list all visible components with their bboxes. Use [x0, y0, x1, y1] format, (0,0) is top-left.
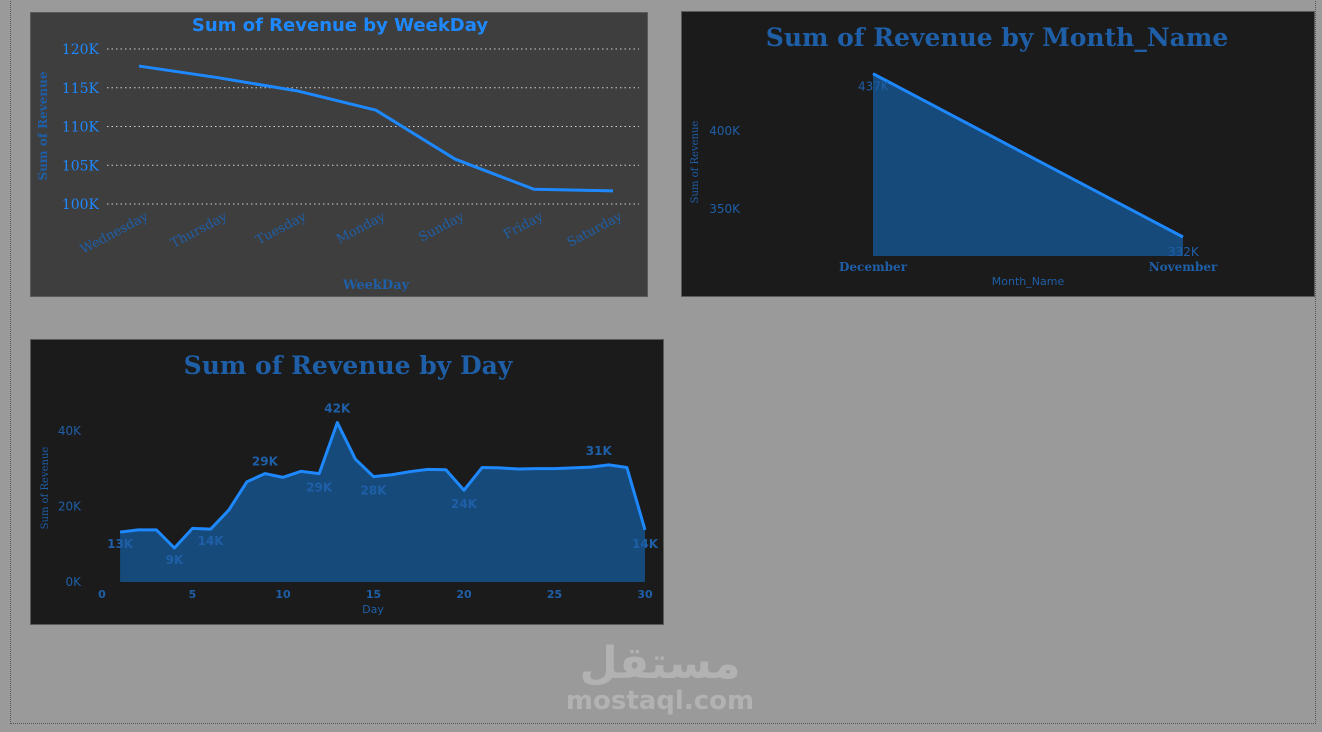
weekday-xtick-label: Saturday	[565, 209, 625, 251]
day-data-label: 14K	[198, 534, 225, 548]
weekday-ytick-label: 100K	[62, 197, 100, 213]
month-chart-svg: Sum of Revenue by Month_Name 350K 400K Sum …	[690, 23, 1228, 288]
weekday-ytick-label: 115K	[62, 81, 100, 97]
day-xtick-label: 30	[637, 588, 653, 601]
day-xtick-label: 25	[547, 588, 562, 601]
day-xlabel: Day	[362, 603, 384, 616]
watermark-arabic: مستقل	[579, 638, 741, 689]
month-ylabel: Sum of Revenue	[690, 121, 701, 204]
day-xtick-label: 5	[189, 588, 197, 601]
day-ytick-label: 40K	[58, 424, 82, 438]
weekday-ytick-label: 110K	[62, 120, 100, 136]
month-ytick-label: 400K	[709, 124, 741, 138]
month-xlabel: Month_Name	[992, 275, 1065, 288]
weekday-ytick-label: 105K	[62, 158, 100, 174]
weekday-xtick-label: Friday	[501, 209, 546, 243]
day-ytick-label: 20K	[58, 499, 82, 513]
watermark-logo: مستقل mostaql.com	[560, 640, 760, 720]
weekday-series-line	[138, 64, 614, 193]
month-xtick-label: December	[839, 260, 908, 274]
weekday-xtick-label: Thursday	[168, 209, 230, 252]
day-ytick-label: 0K	[65, 575, 82, 589]
month-data-label: 437K	[858, 80, 890, 94]
weekday-ylabel: Sum of Revenue	[36, 71, 50, 180]
weekday-revenue-chart[interactable]: Sum of Revenue by WeekDay 100K 105K 110K 115…	[30, 12, 648, 297]
month-series-line	[872, 72, 1184, 239]
day-revenue-chart[interactable]: Sum of Revenue by Day 0K 20K 40K Sum of Reve…	[30, 339, 664, 625]
month-data-label: 332K	[1168, 245, 1200, 259]
day-chart-svg: Sum of Revenue by Day 0K 20K 40K Sum of Reve…	[40, 351, 659, 616]
day-xtick-label: 10	[275, 588, 291, 601]
watermark-latin: mostaql.com	[565, 686, 755, 716]
day-data-label: 29K	[306, 481, 333, 495]
month-chart-title: Sum of Revenue by Month_Name	[766, 23, 1228, 52]
day-xtick-label: 15	[366, 588, 381, 601]
weekday-xlabel: WeekDay	[342, 278, 410, 293]
weekday-xtick-label: Tuesday	[253, 209, 309, 248]
day-data-label: 28K	[361, 484, 388, 498]
day-series-line	[119, 421, 647, 550]
month-series-area	[873, 73, 1183, 256]
day-data-label: 29K	[252, 455, 279, 469]
day-data-label: 42K	[324, 402, 351, 416]
day-data-label: 9K	[166, 553, 184, 567]
day-series-area	[120, 422, 646, 582]
month-ytick-label: 350K	[709, 202, 741, 216]
weekday-ytick-label: 120K	[62, 42, 100, 58]
month-revenue-chart[interactable]: Sum of Revenue by Month_Name 350K 400K Sum …	[681, 11, 1315, 297]
day-ylabel: Sum of Revenue	[40, 447, 51, 530]
day-xtick-label: 20	[456, 588, 472, 601]
day-xtick-label: 0	[98, 588, 106, 601]
weekday-xtick-label: Monday	[334, 209, 388, 247]
day-data-label: 14K	[632, 537, 659, 551]
day-chart-title: Sum of Revenue by Day	[184, 351, 514, 380]
weekday-chart-svg: Sum of Revenue by WeekDay 100K 105K 110K 115…	[36, 15, 639, 293]
day-data-label: 31K	[586, 444, 613, 458]
day-data-label: 24K	[451, 497, 478, 511]
day-data-label: 13K	[107, 537, 134, 551]
weekday-xtick-label: Wednesday	[78, 209, 151, 258]
weekday-chart-title: Sum of Revenue by WeekDay	[192, 15, 488, 36]
month-xtick-label: November	[1149, 260, 1218, 274]
weekday-xtick-label: Sunday	[417, 209, 468, 246]
